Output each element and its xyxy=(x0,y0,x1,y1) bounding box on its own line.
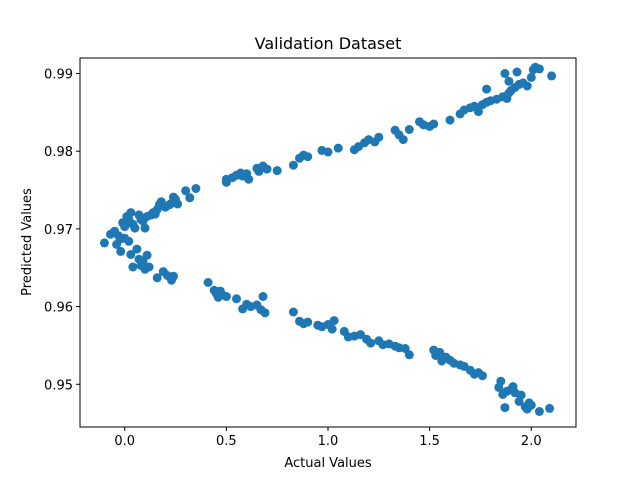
data-point xyxy=(130,223,140,233)
data-point xyxy=(288,160,298,170)
data-point xyxy=(500,69,510,78)
x-tick-label: 1.0 xyxy=(318,434,339,449)
plot-frame xyxy=(79,57,577,428)
data-point xyxy=(173,199,183,209)
data-point xyxy=(356,330,365,340)
chart-title: Validation Dataset xyxy=(255,34,402,53)
data-point xyxy=(99,238,109,248)
data-point xyxy=(329,316,339,326)
y-tick-label: 0.98 xyxy=(44,145,73,160)
data-point xyxy=(288,307,298,317)
data-point xyxy=(323,147,333,157)
data-point xyxy=(522,81,532,91)
data-point xyxy=(516,390,526,400)
x-axis-label: Actual Values xyxy=(284,456,372,471)
data-point xyxy=(500,403,510,413)
data-point xyxy=(140,223,150,233)
scatter-points xyxy=(99,62,557,416)
data-point xyxy=(120,222,130,232)
data-point xyxy=(272,166,282,176)
y-tick-label: 0.97 xyxy=(44,223,73,238)
y-tick-label: 0.96 xyxy=(44,301,73,316)
data-point xyxy=(181,186,191,196)
data-point xyxy=(142,250,152,260)
data-point xyxy=(526,72,536,82)
data-point xyxy=(504,76,514,86)
data-point xyxy=(124,236,134,246)
data-point xyxy=(482,84,492,94)
data-point xyxy=(496,376,506,386)
data-point xyxy=(128,262,138,272)
data-point xyxy=(152,273,162,283)
data-point xyxy=(508,382,518,392)
data-point xyxy=(404,125,414,134)
data-point xyxy=(260,308,270,318)
data-point xyxy=(203,278,213,287)
data-point xyxy=(244,174,254,184)
x-tick-label: 1.5 xyxy=(419,434,440,449)
x-tick-label: 0.5 xyxy=(216,434,237,449)
data-point xyxy=(547,71,557,81)
data-point xyxy=(112,239,122,249)
x-axis-ticks: 0.0 0.5 1.0 1.5 2.0 xyxy=(114,427,542,449)
data-point xyxy=(191,184,201,193)
data-point xyxy=(303,152,313,162)
x-tick-label: 0.0 xyxy=(114,434,135,449)
data-point xyxy=(534,64,544,74)
data-point xyxy=(232,294,241,304)
data-point xyxy=(221,292,231,301)
y-axis-ticks: 0.95 0.96 0.97 0.98 0.99 xyxy=(44,68,80,393)
y-axis-label: Predicted Values xyxy=(20,188,35,296)
data-point xyxy=(404,350,414,360)
data-point xyxy=(303,317,313,327)
data-point xyxy=(512,67,522,77)
x-tick-label: 2.0 xyxy=(521,434,542,449)
data-point xyxy=(126,208,136,218)
data-point xyxy=(258,292,268,301)
y-tick-label: 0.99 xyxy=(44,68,73,83)
data-point xyxy=(445,115,455,125)
data-point xyxy=(534,407,544,416)
data-point xyxy=(524,398,534,408)
data-point xyxy=(144,262,154,272)
data-point xyxy=(545,403,555,413)
data-point xyxy=(327,324,337,334)
data-point xyxy=(374,132,384,142)
data-point xyxy=(132,244,142,254)
data-point xyxy=(473,107,483,117)
data-point xyxy=(398,135,408,145)
data-point xyxy=(185,193,195,203)
data-point xyxy=(262,164,272,174)
data-point xyxy=(116,246,126,256)
data-point xyxy=(429,119,439,129)
data-point xyxy=(366,338,376,348)
data-point xyxy=(478,371,487,381)
data-point xyxy=(221,177,231,187)
data-point xyxy=(435,347,445,357)
data-point xyxy=(106,229,115,239)
data-point xyxy=(126,250,136,259)
y-tick-label: 0.95 xyxy=(44,378,73,393)
data-point xyxy=(169,271,178,281)
data-point xyxy=(333,143,343,153)
